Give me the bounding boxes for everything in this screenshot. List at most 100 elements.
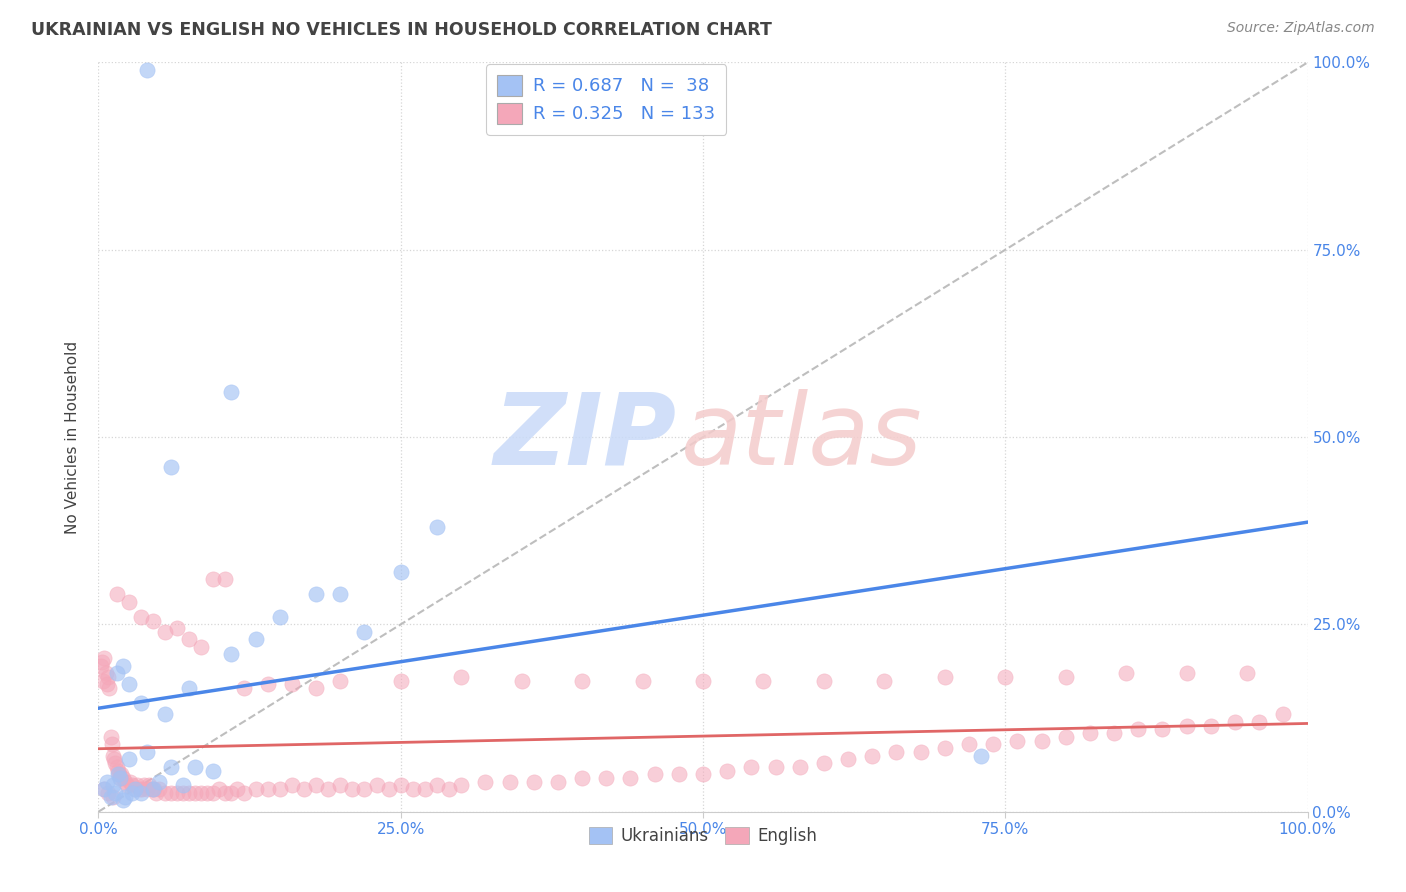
Point	[221, 786, 243, 800]
Point	[1249, 714, 1271, 729]
Point	[1054, 730, 1077, 744]
Point	[145, 786, 167, 800]
Point	[134, 779, 156, 793]
Point	[143, 782, 166, 797]
Point	[142, 614, 165, 628]
Point	[740, 760, 762, 774]
Point	[292, 782, 315, 797]
Point	[342, 782, 364, 797]
Point	[994, 670, 1017, 684]
Point	[179, 632, 201, 647]
Point	[329, 779, 352, 793]
Text: UKRAINIAN VS ENGLISH NO VEHICLES IN HOUSEHOLD CORRELATION CHART: UKRAINIAN VS ENGLISH NO VEHICLES IN HOUS…	[31, 21, 772, 39]
Point	[305, 779, 328, 793]
Point	[1054, 670, 1077, 684]
Point	[305, 681, 328, 695]
Point	[316, 782, 339, 797]
Point	[202, 764, 225, 778]
Point	[104, 786, 127, 800]
Point	[108, 771, 131, 785]
Point	[108, 767, 131, 781]
Point	[752, 673, 775, 688]
Point	[426, 779, 449, 793]
Point	[765, 760, 787, 774]
Point	[100, 730, 122, 744]
Point	[221, 385, 243, 400]
Point	[107, 767, 129, 781]
Point	[934, 670, 956, 684]
Point	[100, 789, 122, 804]
Point	[353, 624, 375, 639]
Point	[389, 779, 412, 793]
Point	[166, 786, 188, 800]
Point	[105, 666, 128, 681]
Point	[179, 681, 201, 695]
Point	[668, 767, 690, 781]
Point	[96, 677, 118, 691]
Point	[138, 779, 160, 793]
Point	[970, 748, 993, 763]
Point	[426, 520, 449, 534]
Point	[97, 786, 120, 800]
Point	[153, 624, 176, 639]
Point	[93, 782, 115, 797]
Point	[172, 786, 194, 800]
Point	[329, 587, 352, 601]
Point	[142, 782, 165, 797]
Point	[103, 752, 125, 766]
Point	[886, 745, 908, 759]
Point	[860, 748, 883, 763]
Point	[450, 779, 472, 793]
Point	[172, 779, 194, 793]
Point	[1031, 733, 1053, 747]
Point	[934, 741, 956, 756]
Point	[1199, 718, 1222, 732]
Point	[214, 786, 236, 800]
Point	[96, 774, 118, 789]
Text: Source: ZipAtlas.com: Source: ZipAtlas.com	[1227, 21, 1375, 36]
Point	[118, 774, 141, 789]
Point	[118, 677, 141, 691]
Point	[571, 673, 593, 688]
Point	[1236, 666, 1258, 681]
Point	[232, 786, 254, 800]
Point	[269, 610, 291, 624]
Point	[91, 673, 114, 688]
Point	[389, 565, 412, 579]
Point	[813, 673, 835, 688]
Point	[413, 782, 436, 797]
Point	[141, 782, 163, 797]
Point	[547, 774, 569, 789]
Point	[214, 573, 236, 587]
Point	[619, 771, 641, 785]
Point	[124, 782, 146, 797]
Point	[256, 782, 278, 797]
Point	[245, 782, 267, 797]
Point	[184, 760, 207, 774]
Point	[101, 779, 124, 793]
Point	[789, 760, 811, 774]
Point	[1175, 718, 1198, 732]
Point	[329, 673, 352, 688]
Legend: Ukrainians, English: Ukrainians, English	[582, 821, 824, 852]
Point	[160, 760, 183, 774]
Point	[190, 786, 212, 800]
Point	[692, 673, 714, 688]
Point	[221, 648, 243, 662]
Point	[128, 782, 150, 797]
Point	[202, 786, 225, 800]
Point	[101, 748, 124, 763]
Point	[179, 786, 201, 800]
Point	[108, 771, 131, 785]
Point	[510, 673, 533, 688]
Point	[131, 782, 153, 797]
Point	[195, 786, 218, 800]
Point	[353, 782, 375, 797]
Point	[389, 673, 412, 688]
Point	[129, 786, 152, 800]
Point	[111, 771, 134, 785]
Point	[153, 707, 176, 722]
Point	[450, 670, 472, 684]
Point	[716, 764, 738, 778]
Point	[114, 789, 136, 804]
